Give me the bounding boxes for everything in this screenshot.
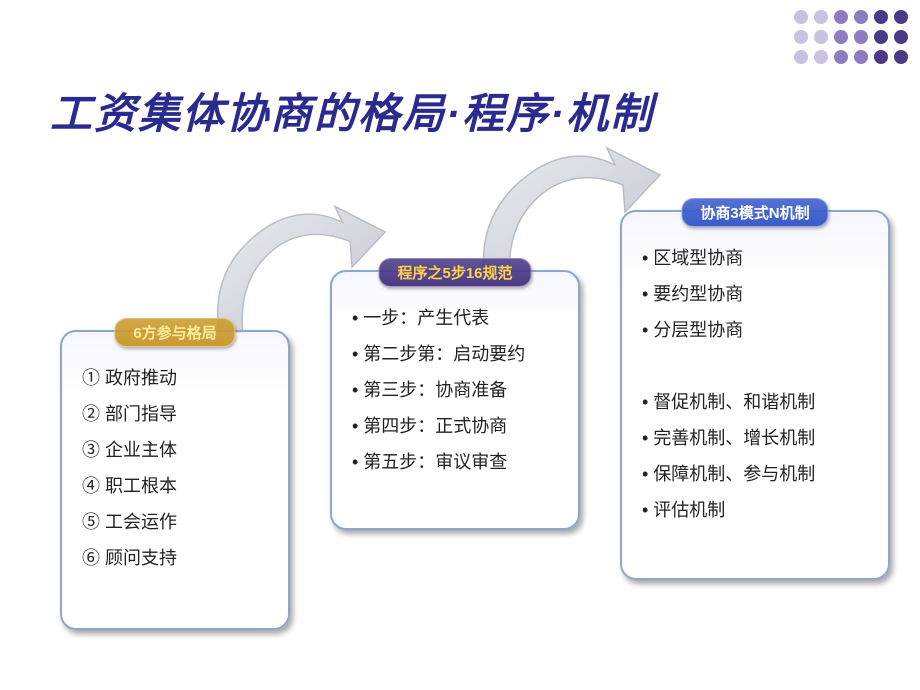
decorative-dot (874, 10, 888, 24)
list-item: • 区域型协商 (642, 240, 872, 276)
list-item: ② 部门指导 (82, 396, 272, 432)
list-item: • 第二步第：启动要约 (352, 336, 562, 372)
decorative-dot (874, 30, 888, 44)
list-item: • 第四步：正式协商 (352, 408, 562, 444)
list-item: • 保障机制、参与机制 (642, 456, 872, 492)
decorative-dot (814, 30, 828, 44)
decorative-dot (854, 30, 868, 44)
slide-title: 工资集体协商的格局·程序·机制 (50, 80, 654, 141)
panel-mechanism: 协商3模式N机制 • 区域型协商• 要约型协商• 分层型协商 • 督促机制、和谐… (620, 210, 890, 580)
decorative-dot (814, 10, 828, 24)
decorative-dot (894, 10, 908, 24)
list-item: ⑤ 工会运作 (82, 504, 272, 540)
list-item: • 评估机制 (642, 492, 872, 528)
panel-mechanism-list: • 区域型协商• 要约型协商• 分层型协商 • 督促机制、和谐机制• 完善机制、… (622, 212, 888, 544)
panel-pattern: 6方参与格局 ① 政府推动② 部门指导③ 企业主体④ 职工根本⑤ 工会运作⑥ 顾… (60, 330, 290, 630)
list-item (642, 348, 872, 384)
decorative-dot (874, 50, 888, 64)
panel-procedure-tab: 程序之5步16规范 (378, 258, 531, 287)
list-item: ③ 企业主体 (82, 432, 272, 468)
panel-procedure-list: • 一步：产生代表• 第二步第：启动要约• 第三步：协商准备• 第四步：正式协商… (332, 272, 578, 496)
list-item: ⑥ 顾问支持 (82, 540, 272, 576)
decorative-dot (794, 30, 808, 44)
decorative-dot (834, 50, 848, 64)
list-item: • 一步：产生代表 (352, 300, 562, 336)
list-item: • 要约型协商 (642, 276, 872, 312)
list-item: • 第三步：协商准备 (352, 372, 562, 408)
list-item: ④ 职工根本 (82, 468, 272, 504)
panel-procedure: 程序之5步16规范 • 一步：产生代表• 第二步第：启动要约• 第三步：协商准备… (330, 270, 580, 530)
decorative-dot (794, 50, 808, 64)
decorative-dot (854, 10, 868, 24)
decorative-dot (894, 50, 908, 64)
list-item: • 第五步：审议审查 (352, 444, 562, 480)
panel-mechanism-tab: 协商3模式N机制 (681, 198, 828, 227)
corner-dots (794, 10, 910, 66)
panel-pattern-tab: 6方参与格局 (114, 318, 235, 347)
list-item: ① 政府推动 (82, 360, 272, 396)
panel-pattern-list: ① 政府推动② 部门指导③ 企业主体④ 职工根本⑤ 工会运作⑥ 顾问支持 (62, 332, 288, 592)
decorative-dot (794, 10, 808, 24)
decorative-dot (894, 30, 908, 44)
list-item: • 分层型协商 (642, 312, 872, 348)
decorative-dot (834, 10, 848, 24)
list-item: • 督促机制、和谐机制 (642, 384, 872, 420)
decorative-dot (814, 50, 828, 64)
decorative-dot (834, 30, 848, 44)
list-item: • 完善机制、增长机制 (642, 420, 872, 456)
decorative-dot (854, 50, 868, 64)
